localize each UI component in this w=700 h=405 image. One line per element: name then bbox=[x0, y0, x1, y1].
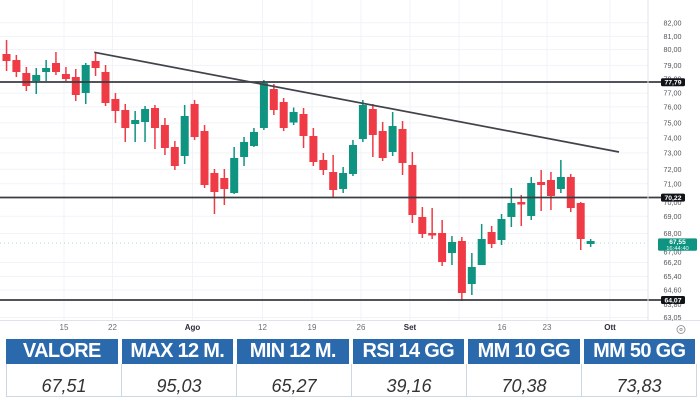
svg-text:16: 16 bbox=[498, 323, 507, 332]
svg-text:81,00: 81,00 bbox=[664, 32, 682, 41]
svg-text:Ago: Ago bbox=[185, 323, 201, 332]
svg-text:23: 23 bbox=[543, 323, 552, 332]
svg-text:15: 15 bbox=[60, 323, 69, 332]
svg-text:70,00: 70,00 bbox=[664, 198, 682, 207]
svg-text:65,40: 65,40 bbox=[664, 272, 682, 281]
svg-text:75,00: 75,00 bbox=[664, 119, 682, 128]
svg-text:76,00: 76,00 bbox=[664, 103, 682, 112]
svg-text:70,22: 70,22 bbox=[664, 195, 681, 202]
svg-text:12: 12 bbox=[258, 323, 267, 332]
svg-text:63,80: 63,80 bbox=[664, 300, 682, 309]
svg-text:72,00: 72,00 bbox=[664, 165, 682, 174]
svg-text:16:44:40: 16:44:40 bbox=[666, 246, 689, 252]
svg-text:79,00: 79,00 bbox=[664, 61, 682, 70]
svg-text:66,20: 66,20 bbox=[664, 258, 682, 267]
svg-text:Ott: Ott bbox=[604, 323, 616, 332]
svg-text:74,00: 74,00 bbox=[664, 134, 682, 143]
svg-text:22: 22 bbox=[108, 323, 117, 332]
svg-text:80,00: 80,00 bbox=[664, 45, 682, 54]
svg-text:77,79: 77,79 bbox=[664, 80, 681, 87]
svg-text:67,00: 67,00 bbox=[664, 248, 682, 257]
svg-text:64,07: 64,07 bbox=[664, 297, 681, 304]
svg-text:82,00: 82,00 bbox=[664, 18, 682, 27]
svg-text:19: 19 bbox=[308, 323, 317, 332]
svg-text:68,00: 68,00 bbox=[664, 229, 682, 238]
svg-text:Set: Set bbox=[404, 323, 417, 332]
svg-text:73,00: 73,00 bbox=[664, 149, 682, 158]
svg-text:64,60: 64,60 bbox=[664, 286, 682, 295]
svg-text:71,00: 71,00 bbox=[664, 179, 682, 188]
svg-text:67,55: 67,55 bbox=[669, 239, 686, 246]
svg-text:69,00: 69,00 bbox=[664, 212, 682, 221]
svg-text:63,05: 63,05 bbox=[664, 313, 682, 322]
svg-text:26: 26 bbox=[357, 323, 366, 332]
svg-text:77,00: 77,00 bbox=[664, 89, 682, 98]
